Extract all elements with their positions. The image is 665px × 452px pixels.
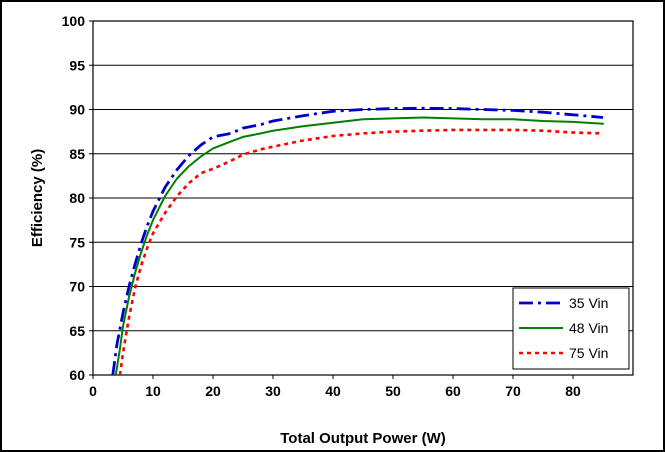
- y-tick-label: 75: [69, 234, 85, 250]
- x-tick-label: 10: [145, 383, 161, 399]
- x-tick-label: 0: [89, 383, 97, 399]
- series-line-2: [114, 116, 604, 376]
- y-tick-label: 95: [69, 57, 85, 73]
- x-axis-title: Total Output Power (W): [280, 430, 446, 447]
- x-tick-label: 60: [445, 383, 461, 399]
- y-tick-label: 85: [69, 146, 85, 162]
- y-tick-label: 90: [69, 102, 85, 118]
- x-tick-label: 20: [205, 383, 221, 399]
- x-tick-label: 80: [565, 383, 581, 399]
- x-tick-label: 40: [325, 383, 341, 399]
- y-axis-ticks: 60 65 70 75 80 85 90 95 100: [62, 13, 93, 383]
- series-lines: [111, 106, 604, 376]
- y-tick-label: 65: [69, 323, 85, 339]
- y-tick-label: 100: [62, 13, 86, 29]
- y-tick-label: 70: [69, 279, 85, 295]
- x-tick-label: 50: [385, 383, 401, 399]
- gridlines: [93, 64, 633, 332]
- legend-label-1: 35 Vin: [569, 295, 608, 311]
- x-tick-label: 70: [505, 383, 521, 399]
- legend: 35 Vin 48 Vin 75 Vin: [512, 287, 630, 370]
- x-tick-label: 30: [265, 383, 281, 399]
- y-axis-title: Efficiency (%): [29, 149, 46, 247]
- y-tick-label: 60: [69, 367, 85, 383]
- legend-label-2: 48 Vin: [569, 320, 608, 336]
- series-line-1: [111, 106, 604, 376]
- y-tick-label: 80: [69, 190, 85, 206]
- x-axis-ticks: 0 10 20 30 40 50 60 70 80: [89, 375, 581, 399]
- legend-label-3: 75 Vin: [569, 345, 608, 361]
